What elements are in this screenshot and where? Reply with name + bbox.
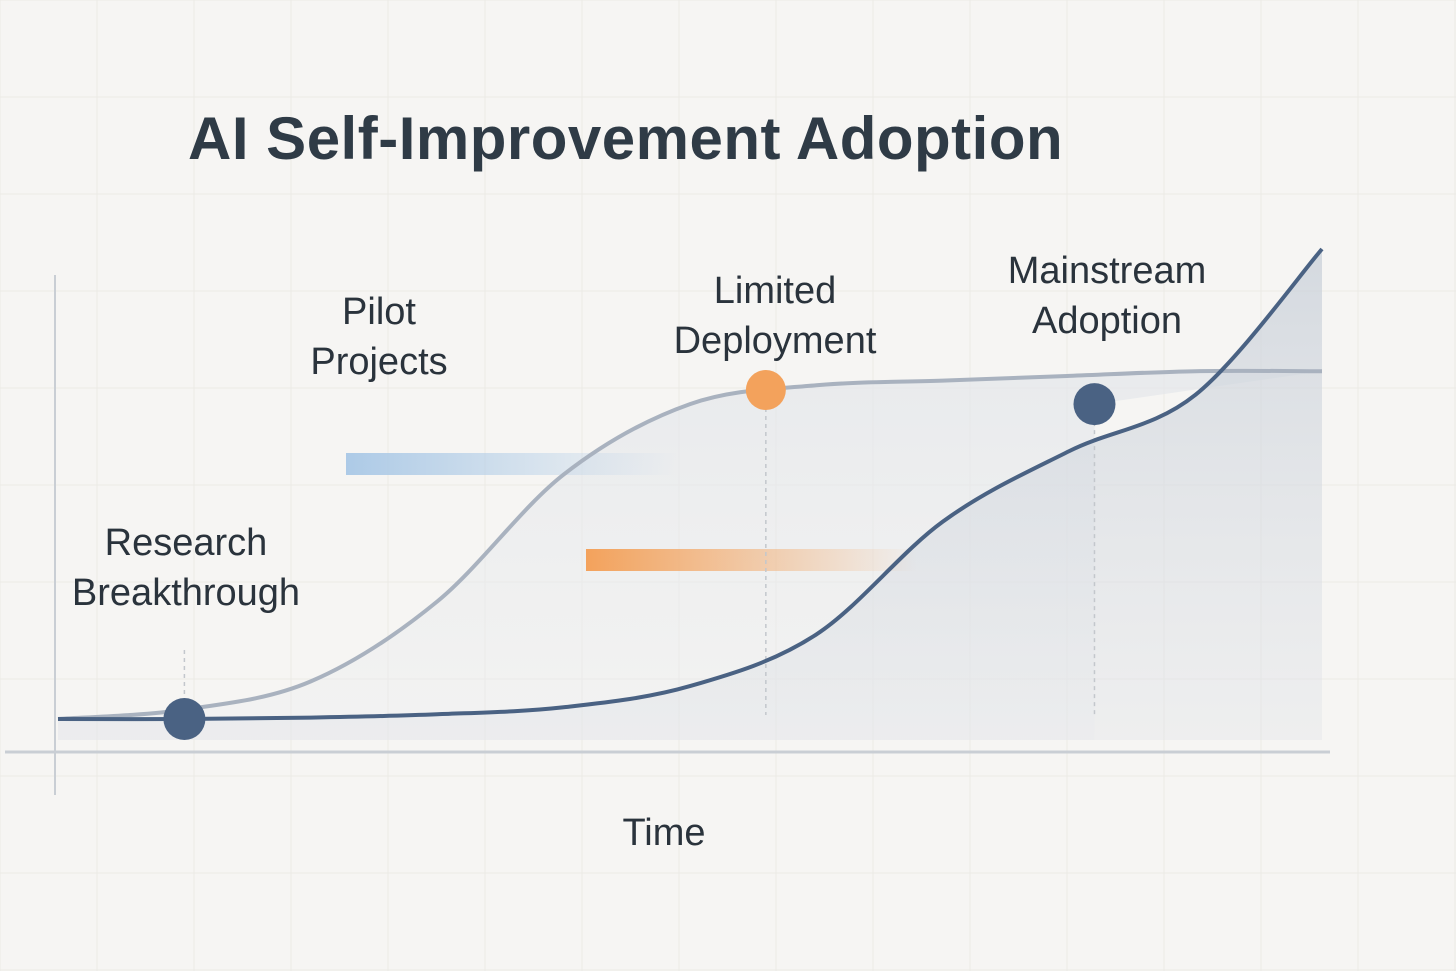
label-line: Research bbox=[104, 522, 268, 564]
marker-drop-lines bbox=[183, 408, 1096, 715]
chart-title: AI Self-Improvement Adoption bbox=[188, 105, 1064, 172]
label-line: Mainstream bbox=[1007, 250, 1207, 292]
label-pilot-projects: Pilot Projects bbox=[310, 287, 447, 387]
limited-deployment-bar bbox=[586, 549, 916, 571]
x-axis-label: Time bbox=[622, 812, 706, 854]
milestone-marker bbox=[163, 698, 206, 740]
milestone-marker bbox=[1073, 383, 1116, 426]
area-primary bbox=[58, 249, 1322, 740]
label-line: Adoption bbox=[1031, 300, 1182, 342]
label-line: Deployment bbox=[673, 320, 877, 362]
milestone-markers bbox=[163, 370, 1116, 740]
series-line-secondary bbox=[57, 368, 1323, 721]
milestone-marker bbox=[745, 370, 786, 410]
label-line: Breakthrough bbox=[71, 572, 301, 614]
label-mainstream-adoption: Mainstream Adoption bbox=[1008, 246, 1207, 346]
pilot-projects-bar bbox=[346, 453, 676, 475]
label-line: Projects bbox=[310, 341, 448, 383]
label-limited-deployment: Limited Deployment bbox=[674, 266, 877, 366]
label-research-breakthrough: Research Breakthrough bbox=[72, 518, 300, 618]
label-line: Pilot bbox=[342, 291, 416, 333]
label-line: Limited bbox=[713, 270, 837, 312]
series-line-primary bbox=[57, 247, 1324, 722]
